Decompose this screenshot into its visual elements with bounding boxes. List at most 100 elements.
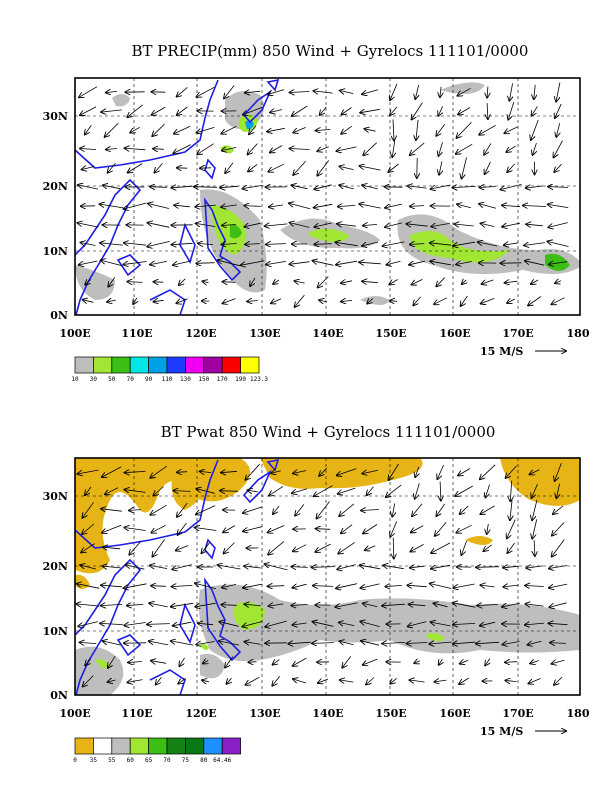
wind-vector <box>147 241 170 246</box>
wind-vector <box>179 657 185 666</box>
wind-vector <box>408 186 427 188</box>
wind-vector <box>556 82 561 102</box>
legend-label: 55 <box>108 757 116 764</box>
wind-vector <box>202 542 210 553</box>
wind-vector <box>243 621 263 626</box>
wind-vector <box>476 642 500 643</box>
wind-vector <box>220 186 238 187</box>
wind-vector <box>293 679 307 684</box>
wind-vector <box>319 467 328 476</box>
wind-vector <box>133 297 137 304</box>
wind-vector <box>269 486 284 495</box>
wind-vector <box>246 676 260 685</box>
wind-vector <box>555 103 562 118</box>
legend-swatch <box>93 356 113 374</box>
wind-vector <box>554 140 563 158</box>
wind-vector <box>195 205 216 207</box>
lon-label: 150E <box>375 327 406 340</box>
wind-vector <box>554 163 562 172</box>
wind-vector <box>289 203 311 210</box>
wind-vector <box>485 658 490 666</box>
wind-vector <box>362 470 378 473</box>
wind-vector <box>313 91 333 93</box>
wind-vector <box>360 166 381 171</box>
wind-vector <box>335 602 358 607</box>
wind-vector <box>128 282 143 283</box>
wind-vector <box>534 84 535 99</box>
wind-vector <box>415 466 419 477</box>
wind-vector <box>273 505 280 514</box>
wind-vector <box>534 540 535 556</box>
wind-vector <box>555 462 562 481</box>
wind-vector <box>552 660 565 664</box>
lon-label: 130E <box>249 327 280 340</box>
wind-vector <box>549 566 568 569</box>
wind-vector <box>152 106 166 115</box>
lon-label: 110E <box>121 707 152 720</box>
legend-swatch <box>166 737 186 755</box>
wind-vector <box>295 504 305 515</box>
wind-vector <box>247 301 258 302</box>
lon-label: 110E <box>121 327 152 340</box>
pwat-lon-labels: 100E 110E 120E 130E 140E 150E 160E 170E … <box>59 707 590 720</box>
wind-vector <box>85 658 92 666</box>
wind-vector <box>318 679 329 683</box>
wind-vector <box>79 260 98 265</box>
wind-vector <box>359 262 381 264</box>
wind-vector <box>386 484 402 497</box>
precip-map <box>75 78 580 315</box>
wind-vector <box>456 524 472 532</box>
wind-vector <box>177 106 188 115</box>
lon-label: 120E <box>185 707 216 720</box>
wind-vector <box>435 680 447 682</box>
wind-vector <box>453 623 476 624</box>
wind-vector <box>548 187 568 188</box>
wind-vector <box>150 465 167 478</box>
legend-label: 50 <box>108 376 116 383</box>
wind-vector <box>152 123 165 136</box>
wind-vector <box>85 486 92 495</box>
wind-vector <box>410 566 425 568</box>
wind-vector <box>456 143 473 154</box>
wind-vector <box>548 242 569 247</box>
wind-vector <box>106 91 118 92</box>
wind-vector <box>336 260 358 265</box>
wind-vector <box>412 279 423 284</box>
wind-vector <box>85 280 92 285</box>
wind-vector <box>429 642 452 644</box>
wind-vector <box>196 642 215 645</box>
wind-vector <box>203 661 208 664</box>
wind-vector <box>526 224 543 226</box>
wind-vector <box>525 623 545 625</box>
wind-vector <box>108 680 116 682</box>
wind-vector <box>101 585 122 587</box>
wind-vector <box>382 604 406 606</box>
wind-vector <box>127 604 144 605</box>
wind-vector <box>436 123 446 136</box>
wind-vector <box>509 83 512 100</box>
wind-vector <box>507 519 516 539</box>
wind-vector <box>203 281 209 283</box>
legend-swatch <box>148 356 168 374</box>
wind-vector <box>436 277 445 287</box>
wind-vector <box>80 106 97 115</box>
wind-vector <box>317 501 330 519</box>
wind-vector <box>151 586 166 587</box>
wind-vector <box>457 204 472 208</box>
wind-vector <box>453 241 475 246</box>
wind-vector <box>153 486 164 496</box>
wind-vector <box>243 506 263 513</box>
wind-vector <box>102 466 122 477</box>
wind-vector <box>129 541 142 554</box>
lon-label: 170E <box>502 327 533 340</box>
wind-vector <box>389 279 398 285</box>
wind-vector <box>453 583 475 588</box>
pwat-reference-vector: 15 M/S <box>480 725 566 738</box>
wind-vector <box>290 223 310 228</box>
wind-vector <box>363 603 378 606</box>
wind-vector <box>197 127 215 132</box>
pwat-map-frame <box>74 457 581 696</box>
wind-vector <box>268 163 284 171</box>
wind-vector <box>481 223 495 226</box>
pwat-title: BT Pwat 850 Wind + Gyrelocs 111101/0000 <box>161 423 496 441</box>
